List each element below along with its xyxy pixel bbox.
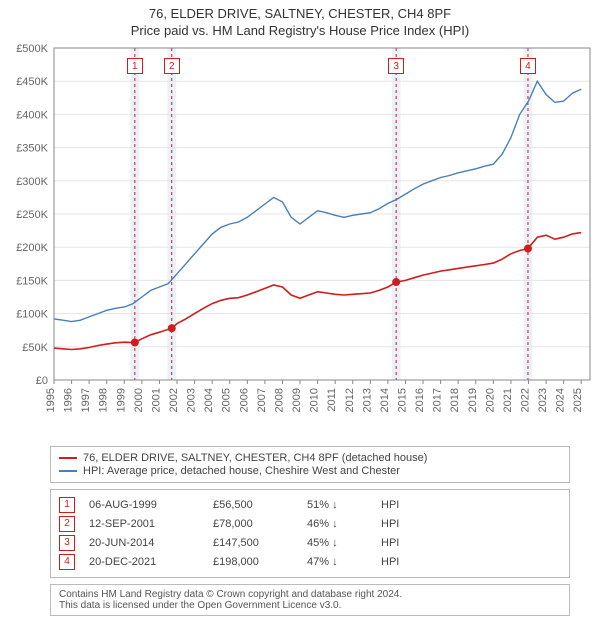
svg-text:2009: 2009: [291, 388, 303, 412]
legend-swatch: [59, 457, 77, 459]
event-row: 4 20-DEC-2021 £198,000 47% ↓ HPI: [59, 554, 561, 570]
svg-text:2007: 2007: [256, 388, 268, 412]
svg-text:2000: 2000: [133, 388, 145, 412]
event-price: £198,000: [213, 556, 293, 568]
svg-text:2016: 2016: [414, 388, 426, 412]
svg-text:2022: 2022: [519, 388, 531, 412]
event-date: 06-AUG-1999: [89, 499, 199, 511]
legend-label: HPI: Average price, detached house, Ches…: [83, 465, 400, 477]
svg-text:1998: 1998: [98, 388, 110, 412]
event-row: 3 20-JUN-2014 £147,500 45% ↓ HPI: [59, 535, 561, 551]
svg-text:2003: 2003: [186, 388, 198, 412]
svg-text:2006: 2006: [238, 388, 250, 412]
svg-text:£450K: £450K: [16, 76, 48, 88]
svg-text:2018: 2018: [449, 388, 461, 412]
svg-text:2012: 2012: [344, 388, 356, 412]
event-pct: 51% ↓: [307, 499, 367, 511]
svg-text:2021: 2021: [502, 388, 514, 412]
svg-text:£200K: £200K: [16, 242, 48, 254]
svg-text:£50K: £50K: [22, 342, 48, 354]
event-price: £78,000: [213, 518, 293, 530]
svg-text:£150K: £150K: [16, 275, 48, 287]
event-pct: 45% ↓: [307, 537, 367, 549]
svg-text:2025: 2025: [572, 388, 584, 412]
event-hpi-label: HPI: [381, 556, 421, 568]
attribution: Contains HM Land Registry data © Crown c…: [50, 584, 570, 616]
svg-text:1995: 1995: [45, 388, 57, 412]
chart-titles: 76, ELDER DRIVE, SALTNEY, CHESTER, CH4 8…: [0, 0, 600, 40]
svg-text:2013: 2013: [361, 388, 373, 412]
svg-text:2005: 2005: [221, 388, 233, 412]
svg-text:£500K: £500K: [16, 43, 48, 55]
svg-text:2014: 2014: [379, 388, 391, 412]
event-pct: 46% ↓: [307, 518, 367, 530]
svg-text:2008: 2008: [273, 388, 285, 412]
legend-item: HPI: Average price, detached house, Ches…: [59, 465, 561, 477]
legend-swatch: [59, 470, 77, 472]
event-marker-small: 3: [59, 535, 75, 551]
attribution-line: Contains HM Land Registry data © Crown c…: [59, 589, 561, 600]
legend-item: 76, ELDER DRIVE, SALTNEY, CHESTER, CH4 8…: [59, 452, 561, 464]
svg-text:1999: 1999: [115, 388, 127, 412]
title-subtitle: Price paid vs. HM Land Registry's House …: [4, 23, 596, 38]
svg-text:2023: 2023: [537, 388, 549, 412]
event-marker-small: 1: [59, 497, 75, 513]
svg-text:£350K: £350K: [16, 143, 48, 155]
title-address: 76, ELDER DRIVE, SALTNEY, CHESTER, CH4 8…: [4, 6, 596, 21]
events-table: 1 06-AUG-1999 £56,500 51% ↓ HPI 2 12-SEP-2001 £…: [50, 489, 570, 578]
svg-text:1997: 1997: [80, 388, 92, 412]
legend: 76, ELDER DRIVE, SALTNEY, CHESTER, CH4 8…: [50, 446, 570, 483]
event-hpi-label: HPI: [381, 499, 421, 511]
event-pct: 47% ↓: [307, 556, 367, 568]
event-hpi-label: HPI: [381, 537, 421, 549]
chart-area: £0 £50K £100K £150K £200K £250K £300K £350K £400…: [0, 40, 600, 440]
event-date: 12-SEP-2001: [89, 518, 199, 530]
event-row: 2 12-SEP-2001 £78,000 46% ↓ HPI: [59, 516, 561, 532]
svg-text:£400K: £400K: [16, 109, 48, 121]
legend-label: 76, ELDER DRIVE, SALTNEY, CHESTER, CH4 8…: [83, 452, 427, 464]
svg-text:2017: 2017: [432, 388, 444, 412]
event-row: 1 06-AUG-1999 £56,500 51% ↓ HPI: [59, 497, 561, 513]
event-date: 20-DEC-2021: [89, 556, 199, 568]
attribution-line: This data is licensed under the Open Gov…: [59, 600, 561, 611]
svg-text:2015: 2015: [396, 388, 408, 412]
event-price: £56,500: [213, 499, 293, 511]
svg-text:2001: 2001: [150, 388, 162, 412]
event-marker-small: 4: [59, 554, 75, 570]
svg-text:2002: 2002: [168, 388, 180, 412]
page-root: 76, ELDER DRIVE, SALTNEY, CHESTER, CH4 8…: [0, 0, 600, 616]
event-date: 20-JUN-2014: [89, 537, 199, 549]
svg-text:£0: £0: [36, 375, 48, 387]
svg-text:2004: 2004: [203, 388, 215, 412]
chart-svg: £0 £50K £100K £150K £200K £250K £300K £350K £400…: [0, 40, 600, 440]
svg-text:£250K: £250K: [16, 209, 48, 221]
event-hpi-label: HPI: [381, 518, 421, 530]
svg-text:2019: 2019: [467, 388, 479, 412]
event-marker-small: 2: [59, 516, 75, 532]
event-price: £147,500: [213, 537, 293, 549]
svg-text:2011: 2011: [326, 388, 338, 412]
svg-text:1996: 1996: [63, 388, 75, 412]
svg-text:2024: 2024: [555, 388, 567, 412]
svg-text:£100K: £100K: [16, 309, 48, 321]
svg-text:£300K: £300K: [16, 176, 48, 188]
svg-text:2020: 2020: [484, 388, 496, 412]
svg-text:2010: 2010: [309, 388, 321, 412]
